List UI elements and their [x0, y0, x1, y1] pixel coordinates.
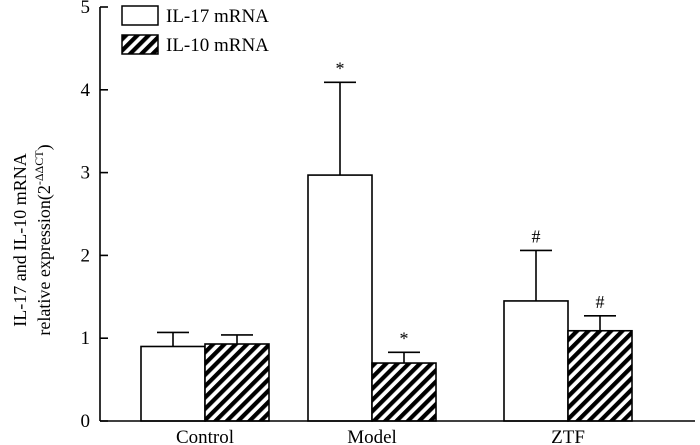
x-tick-label-control: Control	[176, 427, 234, 445]
legend-label-il10: IL-10 mRNA	[166, 35, 269, 56]
y-axis-label-line1: IL-17 and IL-10 mRNA	[10, 153, 30, 326]
legend-swatch-il10	[121, 34, 159, 55]
significance-marker-s0-ztf: #	[532, 226, 541, 246]
legend: IL-17 mRNA IL-10 mRNA	[121, 5, 269, 56]
y-tick-label-2: 2	[81, 245, 91, 266]
bar-s0-model	[307, 174, 373, 422]
bar-s0-ztf	[503, 300, 569, 422]
bar-s1-ztf	[567, 329, 633, 422]
y-tick-label-4: 4	[81, 80, 91, 101]
x-tick-label-ztf: ZTF	[551, 427, 585, 445]
y-tick-label-5: 5	[81, 0, 91, 18]
plot-area: * # * #	[140, 58, 633, 422]
legend-label-il17: IL-17 mRNA	[166, 6, 269, 27]
y-tick-label-1: 1	[81, 328, 91, 349]
y-tick-label-0: 0	[81, 411, 91, 432]
significance-marker-s1-model: *	[400, 328, 409, 348]
x-tick-label-model: Model	[347, 427, 397, 445]
bar-s1-model	[371, 362, 437, 422]
axes: 0 1 2 3 4 5 Control Model ZTF	[81, 0, 695, 445]
legend-swatch-il17	[121, 5, 159, 26]
bar-s1-control	[204, 343, 270, 422]
significance-marker-s1-ztf: #	[596, 292, 605, 312]
bar-s0-control	[140, 345, 206, 422]
y-axis-label-line2: relative expression(2-ΔΔCT)	[32, 144, 55, 335]
significance-marker-s0-model: *	[336, 58, 345, 78]
y-axis-label: IL-17 and IL-10 mRNA relative expression…	[10, 144, 55, 335]
y-tick-label-3: 3	[81, 163, 91, 184]
